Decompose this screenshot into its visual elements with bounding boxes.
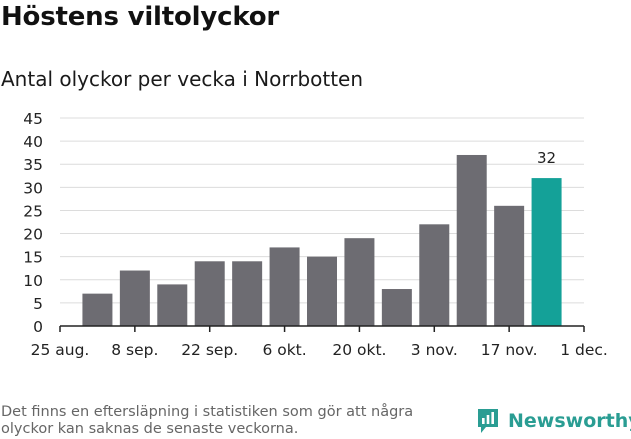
- bar: [119, 270, 150, 326]
- brand-name: Newsworthy: [508, 410, 631, 432]
- bar: [456, 154, 487, 326]
- x-tick-label: 3 nov.: [411, 341, 458, 359]
- bar: [381, 289, 412, 326]
- bar: [157, 284, 188, 326]
- y-tick-label: 5: [33, 295, 43, 313]
- y-tick-label: 10: [23, 272, 43, 290]
- x-tick-label: 1 dec.: [560, 341, 608, 359]
- x-tick-label: 22 sep.: [181, 341, 238, 359]
- x-tick-label: 8 sep.: [111, 341, 158, 359]
- bar: [269, 247, 300, 326]
- y-tick-label: 25: [23, 202, 43, 220]
- y-tick-label: 35: [23, 156, 43, 174]
- y-tick-label: 15: [23, 249, 43, 267]
- y-tick-label: 40: [23, 133, 43, 151]
- bar-chart: 0 5 10 15 20 25 30 35 40 45 32 25 aug. 8 sep. 22 sep.…: [23, 110, 608, 359]
- bar-highlight: [531, 178, 562, 326]
- data-label: 32: [537, 149, 556, 167]
- x-tick-label: 6 okt.: [262, 341, 306, 359]
- footnote: Det finns en eftersläpning i statistiken…: [1, 404, 414, 437]
- bar: [494, 205, 525, 326]
- bar: [419, 224, 450, 326]
- bar: [344, 238, 375, 326]
- chart-subtitle: Antal olyckor per vecka i Norrbotten: [1, 67, 364, 91]
- bar: [307, 256, 337, 326]
- y-tick-label: 45: [23, 110, 43, 128]
- y-tick-label: 0: [33, 318, 43, 336]
- x-tick-label: 17 nov.: [481, 341, 538, 359]
- x-tick-label: 25 aug.: [31, 341, 90, 359]
- bar: [232, 261, 263, 326]
- newsworthy-logo-icon: [478, 409, 498, 433]
- chart-title: Höstens viltolyckor: [1, 2, 280, 32]
- y-tick-label: 20: [23, 226, 43, 244]
- bar: [194, 261, 225, 326]
- x-tick-label: 20 okt.: [332, 341, 386, 359]
- y-tick-label: 30: [23, 179, 43, 197]
- bar: [82, 293, 113, 326]
- brand: Newsworthy: [476, 407, 631, 435]
